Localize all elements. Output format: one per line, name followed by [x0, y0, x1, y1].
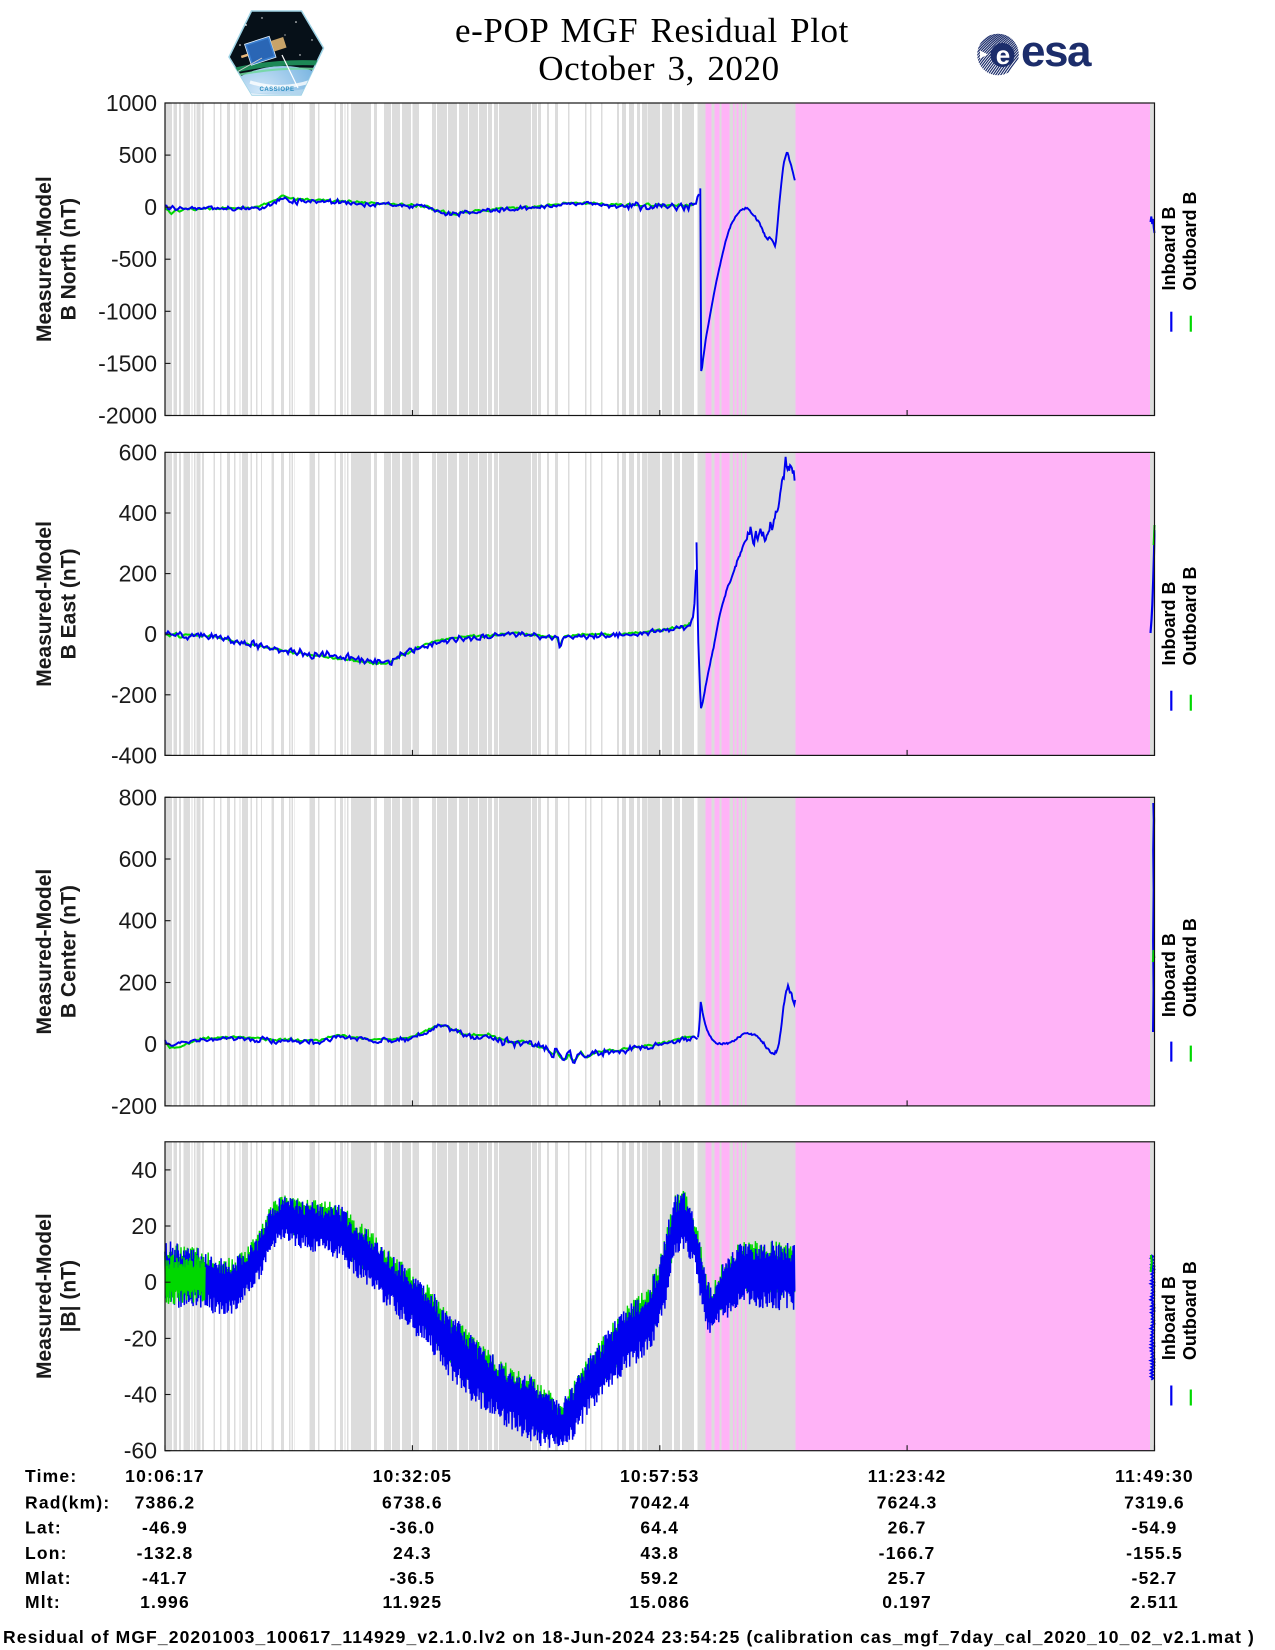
svg-text:500: 500	[119, 142, 157, 168]
svg-text:Measured-Model: Measured-Model	[33, 869, 56, 1035]
svg-text:-400: -400	[111, 742, 157, 768]
svg-text:Outboard B: Outboard B	[1180, 1261, 1200, 1360]
svg-text:7319.6: 7319.6	[1124, 1493, 1185, 1513]
svg-text:7386.2: 7386.2	[135, 1493, 196, 1513]
svg-text:40: 40	[131, 1157, 157, 1183]
svg-text:200: 200	[119, 561, 157, 587]
svg-text:0: 0	[144, 1269, 157, 1295]
svg-text:0: 0	[144, 194, 157, 220]
svg-text:Rad(km):: Rad(km):	[25, 1493, 110, 1513]
svg-text:-1000: -1000	[98, 298, 157, 324]
svg-text:10:06:17: 10:06:17	[125, 1466, 205, 1486]
svg-text:2.511: 2.511	[1130, 1592, 1179, 1612]
svg-text:-41.7: -41.7	[142, 1568, 188, 1588]
svg-text:-166.7: -166.7	[879, 1543, 936, 1563]
svg-text:Mlat:: Mlat:	[25, 1568, 72, 1588]
svg-text:-1500: -1500	[98, 350, 157, 376]
svg-text:-52.7: -52.7	[1132, 1568, 1178, 1588]
svg-text:-200: -200	[111, 682, 157, 708]
svg-text:24.3: 24.3	[393, 1543, 432, 1563]
svg-text:10:57:53: 10:57:53	[620, 1466, 700, 1486]
svg-text:B East (nT): B East (nT)	[58, 548, 81, 659]
svg-text:600: 600	[119, 846, 157, 872]
svg-text:Outboard B: Outboard B	[1180, 918, 1200, 1017]
svg-text:400: 400	[119, 908, 157, 934]
svg-text:400: 400	[119, 500, 157, 526]
svg-text:Time:: Time:	[25, 1466, 77, 1486]
svg-text:|B| (nT): |B| (nT)	[58, 1260, 81, 1332]
svg-text:-36.5: -36.5	[389, 1568, 435, 1588]
svg-text:0: 0	[144, 621, 157, 647]
svg-text:600: 600	[119, 439, 157, 465]
svg-text:Outboard B: Outboard B	[1180, 192, 1200, 291]
svg-text:Lon:: Lon:	[25, 1543, 68, 1563]
svg-text:Mlt:: Mlt:	[25, 1592, 61, 1612]
svg-text:10:32:05: 10:32:05	[373, 1466, 453, 1486]
svg-text:-36.0: -36.0	[389, 1518, 435, 1538]
svg-text:Inboard B: Inboard B	[1159, 933, 1179, 1017]
svg-text:CASSIOPE: CASSIOPE	[259, 87, 294, 93]
svg-text:6738.6: 6738.6	[382, 1493, 443, 1513]
svg-text:11:49:30: 11:49:30	[1115, 1466, 1194, 1486]
svg-text:Measured-Model: Measured-Model	[33, 176, 56, 342]
svg-text:Inboard B: Inboard B	[1159, 582, 1179, 666]
svg-text:-40: -40	[124, 1382, 157, 1408]
svg-text:0.197: 0.197	[882, 1592, 932, 1612]
svg-text:59.2: 59.2	[640, 1568, 679, 1588]
svg-text:October 3, 2020: October 3, 2020	[538, 49, 779, 88]
svg-text:-200: -200	[111, 1093, 157, 1119]
svg-text:15.086: 15.086	[629, 1592, 690, 1612]
svg-text:26.7: 26.7	[888, 1518, 927, 1538]
svg-text:64.4: 64.4	[640, 1518, 679, 1538]
svg-text:1000: 1000	[106, 90, 157, 116]
svg-text:43.8: 43.8	[640, 1543, 679, 1563]
svg-text:esa: esa	[1021, 27, 1092, 76]
svg-text:25.7: 25.7	[888, 1568, 927, 1588]
svg-text:1.996: 1.996	[140, 1592, 190, 1612]
svg-text:-60: -60	[124, 1438, 157, 1464]
svg-text:200: 200	[119, 970, 157, 996]
svg-text:800: 800	[119, 784, 157, 810]
svg-text:7624.3: 7624.3	[877, 1493, 938, 1513]
svg-text:e-POP MGF Residual Plot: e-POP MGF Residual Plot	[455, 11, 849, 50]
svg-text:7042.4: 7042.4	[629, 1493, 690, 1513]
svg-text:Inboard B: Inboard B	[1159, 1276, 1179, 1360]
svg-text:-20: -20	[124, 1325, 157, 1351]
svg-text:Outboard B: Outboard B	[1180, 567, 1200, 666]
svg-text:0: 0	[144, 1031, 157, 1057]
svg-text:Measured-Model: Measured-Model	[33, 1213, 56, 1379]
svg-text:11.925: 11.925	[383, 1592, 443, 1612]
svg-text:-54.9: -54.9	[1132, 1518, 1178, 1538]
svg-text:Residual of MGF_20201003_10061: Residual of MGF_20201003_100617_114929_v…	[3, 1627, 1255, 1647]
svg-text:11:23:42: 11:23:42	[868, 1466, 947, 1486]
svg-text:Lat:: Lat:	[25, 1518, 62, 1538]
svg-text:Inboard B: Inboard B	[1159, 207, 1179, 291]
svg-text:e: e	[996, 40, 1010, 70]
svg-text:Measured-Model: Measured-Model	[33, 521, 56, 687]
svg-text:B Center (nT): B Center (nT)	[58, 885, 81, 1018]
svg-text:-46.9: -46.9	[142, 1518, 188, 1538]
svg-text:-2000: -2000	[98, 403, 157, 429]
svg-text:-155.5: -155.5	[1126, 1543, 1183, 1563]
svg-text:20: 20	[131, 1213, 157, 1239]
svg-text:-132.8: -132.8	[137, 1543, 194, 1563]
svg-text:-500: -500	[111, 246, 157, 272]
svg-text:B North (nT): B North (nT)	[58, 198, 81, 320]
